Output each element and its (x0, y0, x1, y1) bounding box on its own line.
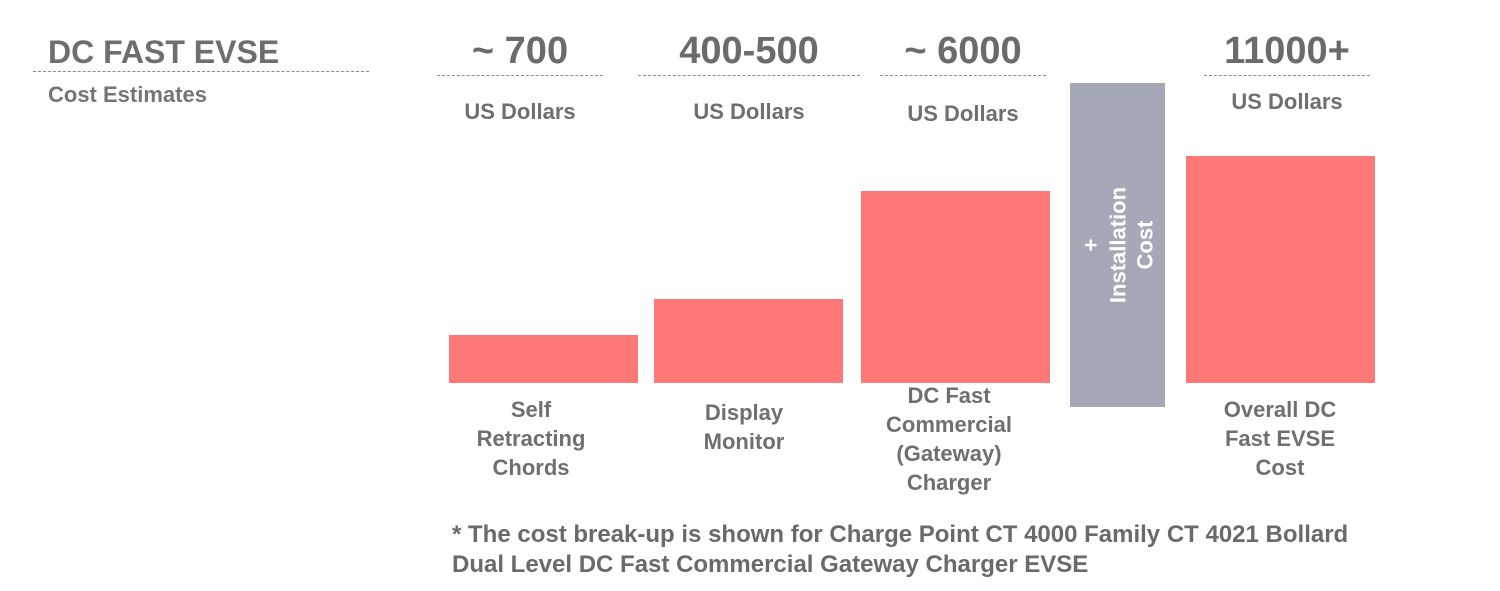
value-label-display-monitor: 400-500 (679, 30, 819, 72)
unit-label-overall-cost: US Dollars (1231, 89, 1343, 114)
category-label-self-retracting-chords: Self Retracting Chords (449, 395, 613, 482)
category-text: Self Retracting Chords (476, 397, 586, 480)
value-label-dc-fast-charger: ~ 6000 (904, 30, 1022, 72)
installation-cost-bar: + Installation Cost (1070, 83, 1165, 407)
bar-dc-fast-charger (861, 191, 1050, 383)
value-rule-overall-cost (1204, 75, 1370, 76)
value-rule-dc-fast-charger (880, 75, 1046, 76)
category-label-dc-fast-charger: DC Fast Commercial (Gateway) Charger (861, 381, 1037, 497)
installation-cost-word: Cost (1132, 220, 1157, 270)
bar-display-monitor (654, 299, 843, 383)
value-label-overall-cost: 11000+ (1224, 30, 1350, 72)
category-label-overall-cost: Overall DC Fast EVSE Cost (1196, 395, 1364, 482)
value-rule-display-monitor (638, 75, 860, 76)
footnote: * The cost break-up is shown for Charge … (452, 520, 1472, 580)
unit-label-dc-fast-charger: US Dollars (907, 101, 1019, 126)
installation-plus: + (1078, 238, 1103, 252)
category-text: Display Monitor (703, 400, 785, 454)
footnote-line-1: * The cost break-up is shown for Charge … (452, 521, 1349, 548)
unit-label-self-retracting-chords: US Dollars (464, 99, 576, 124)
title-divider (33, 71, 369, 72)
value-rule-self-retracting-chords (437, 75, 603, 76)
category-text: Overall DC Fast EVSE Cost (1223, 397, 1337, 480)
bar-self-retracting-chords (449, 335, 638, 383)
installation-cost-label: + Installation Cost (1077, 187, 1158, 303)
value-label-self-retracting-chords: ~ 700 (471, 30, 569, 72)
page-subtitle: Cost Estimates (48, 82, 207, 107)
installation-word: Installation (1105, 186, 1130, 304)
bar-overall-cost (1186, 156, 1375, 383)
unit-label-display-monitor: US Dollars (693, 99, 805, 124)
page-title: DC FAST EVSE (48, 34, 280, 70)
category-text: DC Fast Commercial (Gateway) Charger (886, 383, 1012, 495)
category-label-display-monitor: Display Monitor (654, 398, 834, 456)
footnote-line-2: Dual Level DC Fast Commercial Gateway Ch… (452, 551, 1089, 578)
